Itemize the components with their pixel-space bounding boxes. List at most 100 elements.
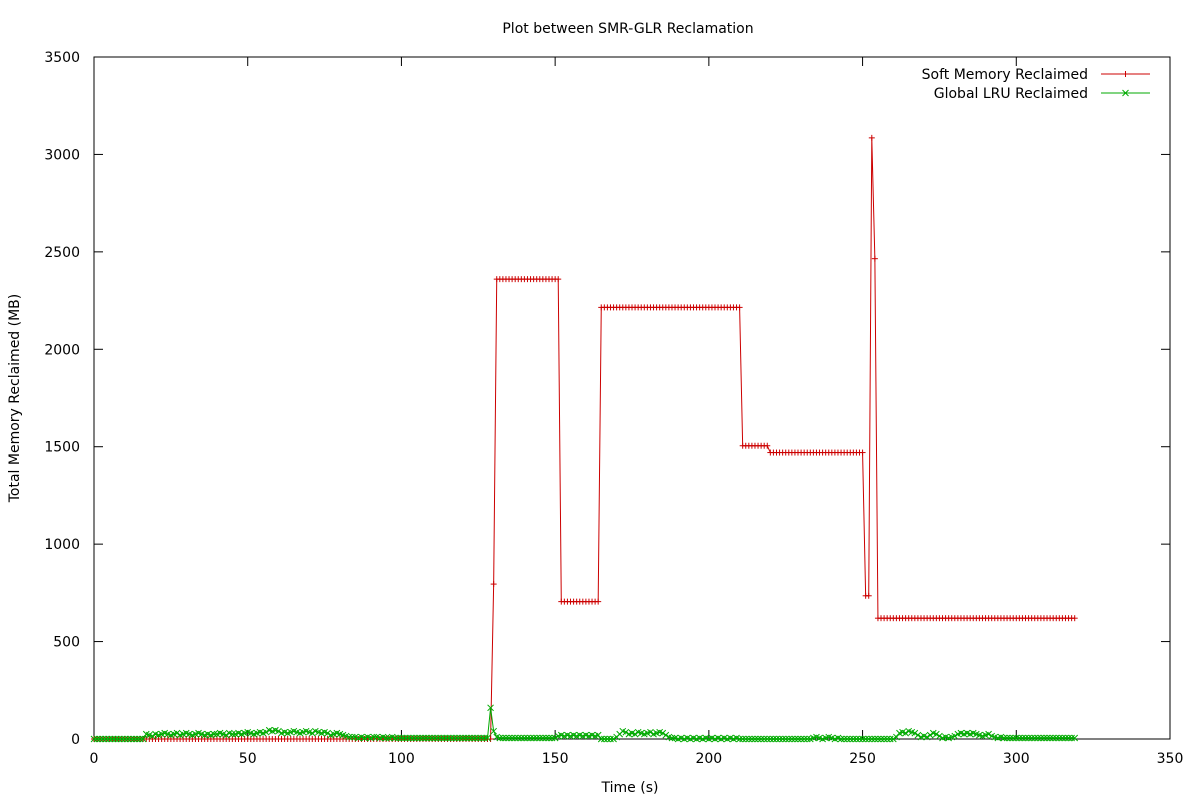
data-point bbox=[791, 735, 799, 743]
data-point bbox=[662, 731, 670, 739]
data-point bbox=[548, 734, 556, 742]
data-point bbox=[1012, 734, 1020, 742]
chart-title: Plot between SMR-GLR Reclamation bbox=[502, 21, 753, 37]
x-tick-label: 250 bbox=[849, 751, 876, 767]
legend-item-global-lru-reclaimed: Global LRU Reclaimed bbox=[934, 86, 1150, 102]
data-point bbox=[478, 734, 485, 742]
data-point bbox=[846, 735, 854, 743]
data-point bbox=[99, 735, 107, 743]
data-point bbox=[880, 735, 888, 743]
data-point bbox=[395, 734, 402, 742]
data-point bbox=[555, 276, 562, 283]
y-axis-label: Total Memory Reclaimed (MB) bbox=[7, 294, 23, 504]
data-point bbox=[228, 730, 236, 738]
data-point bbox=[1000, 734, 1008, 742]
data-point bbox=[1009, 734, 1017, 742]
data-point bbox=[210, 730, 218, 738]
data-point bbox=[431, 734, 439, 742]
data-point bbox=[1031, 734, 1039, 742]
data-point bbox=[496, 734, 504, 742]
data-point bbox=[785, 735, 793, 743]
data-point bbox=[517, 734, 525, 742]
legend-swatch-marker bbox=[1122, 71, 1129, 77]
data-point bbox=[490, 727, 498, 735]
data-point bbox=[536, 734, 544, 742]
legend-label: Soft Memory Reclaimed bbox=[922, 67, 1088, 83]
data-point bbox=[893, 733, 900, 741]
data-point bbox=[118, 735, 126, 743]
data-point bbox=[865, 735, 873, 743]
data-point bbox=[874, 735, 882, 743]
data-point bbox=[1019, 734, 1026, 742]
data-point bbox=[773, 735, 780, 743]
data-point bbox=[124, 735, 132, 743]
data-point bbox=[859, 735, 866, 743]
data-point bbox=[127, 735, 135, 743]
data-point bbox=[1034, 734, 1042, 742]
series-line-soft-memory-reclaimed bbox=[94, 137, 1075, 740]
data-point bbox=[782, 735, 790, 743]
data-point bbox=[1071, 615, 1078, 622]
plot-frame bbox=[93, 56, 1171, 740]
data-point bbox=[936, 732, 943, 740]
y-tick-label: 1000 bbox=[44, 537, 80, 553]
data-point bbox=[542, 734, 550, 742]
data-point bbox=[481, 734, 488, 742]
data-point bbox=[462, 734, 470, 742]
data-point bbox=[499, 734, 507, 742]
data-point bbox=[1062, 734, 1069, 742]
data-point bbox=[622, 728, 630, 736]
data-point bbox=[647, 728, 654, 736]
data-point bbox=[1022, 734, 1029, 742]
legend-label: Global LRU Reclaimed bbox=[934, 86, 1088, 102]
data-point bbox=[902, 729, 909, 737]
data-point bbox=[133, 735, 141, 743]
data-point bbox=[766, 735, 774, 743]
data-point bbox=[607, 735, 614, 743]
data-point bbox=[505, 734, 513, 742]
data-point bbox=[453, 734, 461, 742]
x-tick-label: 100 bbox=[388, 751, 415, 767]
data-point bbox=[776, 735, 783, 743]
data-point bbox=[434, 734, 442, 742]
data-point bbox=[173, 729, 181, 737]
data-point bbox=[889, 735, 897, 743]
data-point bbox=[438, 734, 445, 742]
data-point bbox=[1003, 734, 1011, 742]
data-point bbox=[600, 735, 608, 743]
data-point bbox=[456, 734, 464, 742]
data-point bbox=[139, 735, 147, 743]
data-point bbox=[465, 734, 473, 742]
data-point bbox=[1049, 734, 1057, 742]
data-point bbox=[511, 734, 519, 742]
data-point bbox=[914, 731, 922, 739]
y-tick-label: 2000 bbox=[44, 342, 80, 358]
data-point bbox=[391, 734, 399, 742]
data-point bbox=[926, 731, 934, 739]
data-point bbox=[933, 730, 940, 738]
data-point bbox=[136, 735, 144, 743]
data-point bbox=[222, 731, 230, 739]
legend-swatch-marker bbox=[1122, 89, 1129, 97]
data-point bbox=[1052, 734, 1060, 742]
data-point bbox=[533, 734, 541, 742]
data-point bbox=[659, 729, 667, 737]
data-point bbox=[754, 735, 762, 743]
x-tick-label: 50 bbox=[239, 751, 257, 767]
data-point bbox=[597, 735, 605, 743]
data-point bbox=[631, 730, 639, 738]
data-point bbox=[849, 735, 857, 743]
y-tick-label: 1500 bbox=[44, 440, 80, 456]
data-point bbox=[275, 727, 282, 735]
data-point bbox=[1025, 734, 1032, 742]
data-point bbox=[404, 734, 411, 742]
data-point bbox=[444, 734, 451, 742]
data-point bbox=[1065, 734, 1072, 742]
data-point bbox=[736, 304, 743, 311]
y-tick-label: 3000 bbox=[44, 147, 80, 163]
data-point bbox=[595, 598, 602, 605]
data-point bbox=[96, 735, 104, 743]
data-point bbox=[883, 735, 891, 743]
data-point bbox=[803, 735, 811, 743]
data-point bbox=[106, 735, 113, 743]
